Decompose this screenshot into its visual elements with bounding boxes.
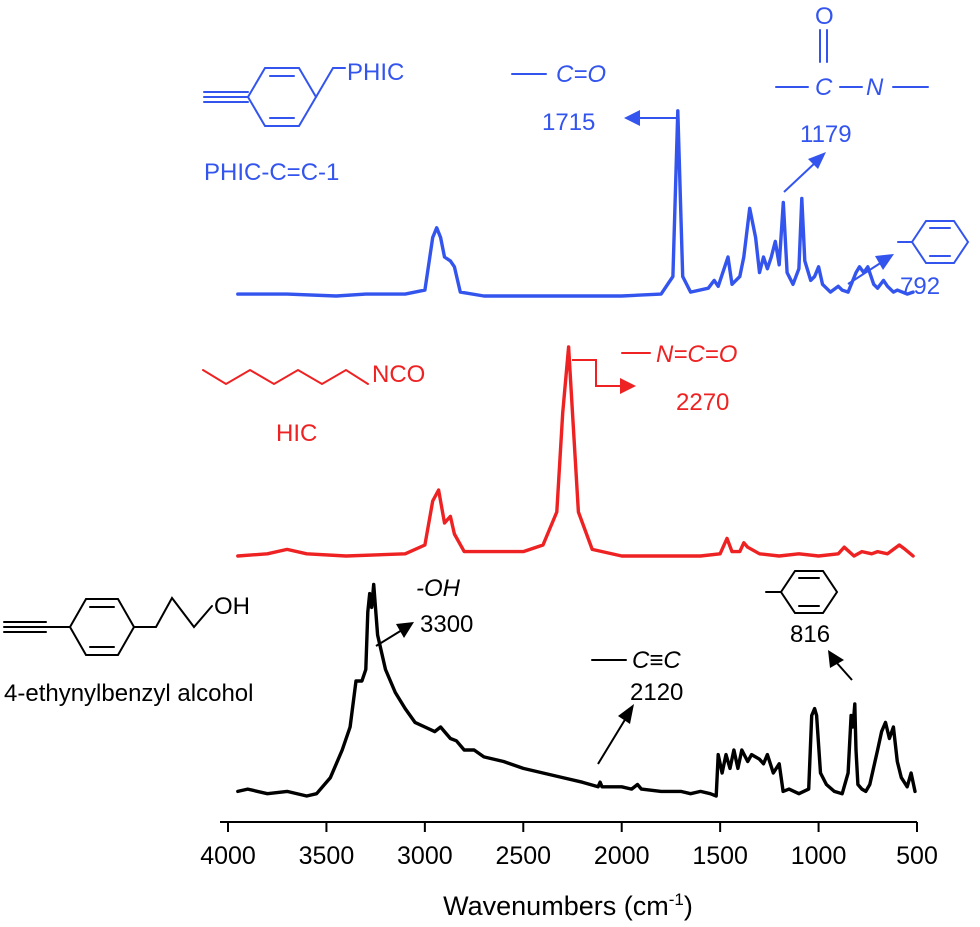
alcohol-ch2-link	[133, 596, 213, 629]
ring-blue-arrowhead	[875, 254, 894, 270]
cc-arrow-line	[597, 717, 627, 765]
x-axis-title: Wavenumbers (cm-1)	[443, 890, 693, 921]
oh-arrow-line	[375, 629, 403, 647]
x-tick-label: 2500	[495, 842, 551, 870]
phenyl-structure-blue	[897, 220, 970, 264]
nco-group-label: N=C=O	[656, 341, 737, 368]
phic-structure	[203, 67, 346, 127]
ring-black-arrowhead	[828, 650, 844, 668]
spectra	[236, 109, 917, 798]
cc-arrowhead	[618, 704, 634, 724]
co-group-label: C=O	[556, 61, 606, 88]
cc-peak-value: 2120	[630, 679, 683, 706]
phenyl-blue-ring	[910, 220, 970, 264]
hic-fragment-label: NCO	[372, 361, 425, 388]
nco-arrow-line	[572, 359, 622, 387]
ring-black-arrow-line	[835, 661, 853, 681]
amide-carbon-label: C	[815, 74, 833, 101]
x-tick-label: 3000	[397, 842, 453, 870]
ring-blue-peak-value: 792	[900, 273, 940, 300]
x-axis-ticks: 4000 3500 3000 2500 2000 1500 1000 500	[200, 822, 938, 870]
amide-oxygen-label: O	[815, 3, 834, 30]
co-arrowhead	[624, 110, 640, 126]
phic-name-label: PHIC-C=C-1	[204, 159, 339, 186]
phenyl-structure-black	[765, 570, 839, 614]
x-axis: 4000 3500 3000 2500 2000 1500 1000 500 Wavenumb…	[200, 821, 938, 921]
oh-group-label: -OH	[416, 575, 461, 602]
spectrum-line-3	[236, 582, 917, 798]
x-tick-label: 3500	[299, 842, 355, 870]
x-tick-label: 1500	[692, 842, 748, 870]
x-tick-label: 4000	[200, 842, 256, 870]
alcohol-name-label: 4-ethynylbenzyl alcohol	[4, 680, 253, 707]
amide-structure	[775, 29, 929, 88]
nco-arrowhead	[620, 378, 636, 394]
co-peak-value: 1715	[542, 109, 595, 136]
alcohol-fragment-label: OH	[214, 593, 250, 620]
amide-arrowhead	[808, 152, 826, 169]
ring-black-peak-value: 816	[790, 621, 830, 648]
hic-alkyl-chain	[202, 368, 369, 386]
phic-ch2-link	[315, 67, 346, 98]
amide-peak-value: 1179	[800, 121, 852, 148]
phic-fragment-label: PHIC	[347, 59, 404, 86]
alcohol-structure	[3, 596, 213, 656]
cc-group-label: C≡C	[632, 647, 681, 674]
spectrum-line-2	[236, 345, 915, 558]
hic-name-label: HIC	[276, 420, 317, 447]
amide-arrow-line	[783, 161, 817, 193]
ring-blue-arrow-line	[847, 261, 883, 285]
amide-nitrogen-label: N	[866, 74, 884, 101]
spectrum-line-1	[236, 109, 915, 298]
phenyl-black-ring	[779, 570, 839, 614]
oh-peak-value: 3300	[420, 611, 473, 638]
x-tick-label: 1000	[791, 842, 847, 870]
x-tick-label: 500	[896, 842, 938, 870]
nco-peak-value: 2270	[676, 389, 729, 416]
oh-arrowhead	[396, 622, 414, 638]
x-tick-label: 2000	[594, 842, 650, 870]
